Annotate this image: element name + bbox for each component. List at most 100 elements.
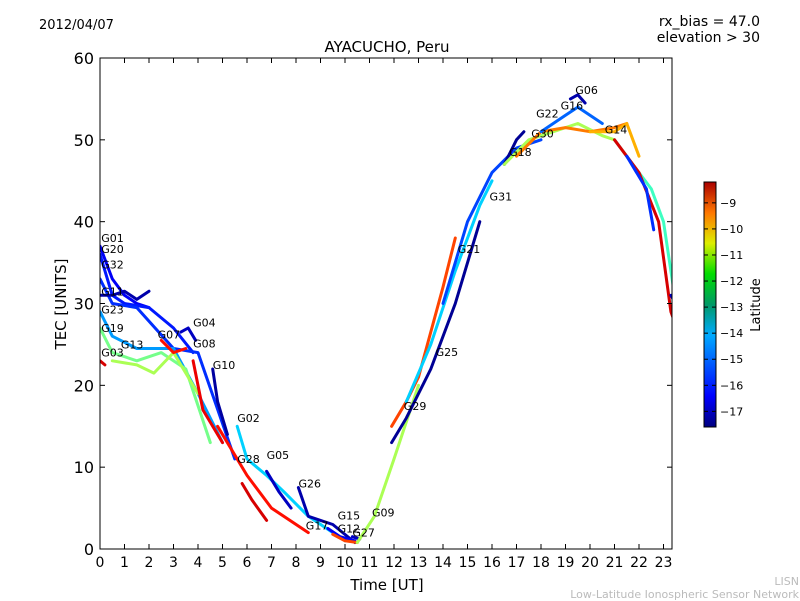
prn-label-g14: G14 [605,123,628,136]
series-line-g20 [100,252,195,355]
date-label: 2012/04/07 [39,18,114,33]
prn-label-g07: G07 [158,329,181,342]
x-tick-label: 2 [145,555,154,571]
y-tick-label: 30 [74,295,94,314]
x-tick-label: 6 [243,555,252,571]
prn-label-g12: G12 [338,523,361,536]
x-tick-label: 3 [169,555,178,571]
x-tick-label: 22 [630,555,648,571]
x-tick-label: 17 [508,555,526,571]
prn-label-g27: G27 [352,527,375,540]
series-line-g17 [216,424,310,535]
prn-label-g06: G06 [575,84,598,97]
x-tick-label: 21 [606,555,624,571]
series-line-g14 [588,122,641,158]
series-line-g08 [191,359,224,445]
series-line-g29 [390,236,457,428]
colorbar-tick-label: −10 [720,223,743,236]
prn-label-g17: G17 [306,519,329,532]
series-line-g21 [404,179,494,404]
series-line-g07 [159,338,188,355]
y-tick-label: 50 [74,131,94,150]
x-tick-label: 7 [267,555,276,571]
prn-label-g01: G01 [101,232,124,245]
x-tick-label: 1 [120,555,129,571]
x-tick-label: 14 [434,555,452,571]
prn-label-g03: G03 [101,347,124,360]
y-tick-label: 20 [74,376,94,395]
series-line-g09 [355,383,420,544]
x-tick-label: 18 [532,555,550,571]
series-line-g35 [669,293,672,301]
series-layer [100,93,672,544]
series-line-g11 [100,289,151,301]
series-line-g06 [568,93,587,105]
series-line-g03 [100,359,107,367]
network-long-label: Low-Latitude Ionospheric Sensor Network [570,588,799,601]
prn-label-g08: G08 [193,338,216,351]
colorbar-tick-label: −12 [720,275,743,288]
series-line-g34 [625,154,656,232]
prn-label-g18: G18 [509,146,532,159]
prn-label-g20: G20 [101,243,124,256]
series-line-g22 [515,122,629,158]
y-tick-label: 0 [84,540,94,559]
x-tick-label: 23 [655,555,673,571]
network-short-label: LISN [774,575,799,588]
prn-label-g10: G10 [213,359,236,372]
colorbar-tick-label: −17 [720,405,743,418]
x-axis-label: Time [UT] [349,576,423,594]
series-line-g13 [110,351,200,395]
series-line-g31 [441,138,543,305]
x-tick-label: 5 [218,555,227,571]
series-line-g12 [331,532,359,544]
prn-label-g05: G05 [267,449,290,462]
prn-label-g09: G09 [372,506,395,519]
series-line-g04 [179,326,198,342]
prn-label-g04: G04 [193,316,216,329]
x-tick-label: 8 [292,555,301,571]
colorbar-tick-label: −9 [720,197,736,210]
rx-bias-label: rx_bias = 47.0 [658,14,760,30]
prn-label-g31: G31 [490,190,513,203]
series-line-g28 [240,482,269,522]
x-tick-label: 9 [316,555,325,571]
prn-label-g28: G28 [237,453,260,466]
prn-label-g19: G19 [101,322,124,335]
series-line-g18 [502,130,526,166]
colorbar-tick-label: −16 [720,379,743,392]
colorbar-tick-label: −13 [720,301,743,314]
series-line-g05 [265,469,293,510]
x-tick-label: 13 [410,555,428,571]
y-axis: 0 10 20 30 40 50 60 [74,49,672,559]
x-tick-label: 10 [336,555,354,571]
series-line-g16 [539,105,604,134]
x-axis: 0 1 2 3 4 5 6 7 8 9 10 11 12 13 14 15 16 17 18 19 20 21 22 23 [96,58,673,571]
y-tick-label: 60 [74,49,94,68]
x-tick-label: 12 [385,555,403,571]
colorbar-tick-label: −14 [720,327,743,340]
colorbar [703,181,717,428]
prn-label-g23: G23 [101,303,124,316]
colorbar-tick-label: −15 [720,353,743,366]
prn-label-g30: G30 [531,127,554,140]
prn-label-g02: G02 [237,412,260,425]
y-tick-label: 40 [74,213,94,232]
colorbar-label: Latitude [749,278,764,332]
prn-label-g13: G13 [121,339,144,352]
prn-label-g16: G16 [561,100,584,113]
colorbar-ticks: −9 −10 −11 −12 −13 −14 −15 −16 −17 [704,197,743,418]
x-tick-label: 11 [361,555,379,571]
prn-label-g25: G25 [436,346,459,359]
prn-label-g22: G22 [536,108,559,121]
prn-label-g15: G15 [338,510,361,523]
x-tick-label: 4 [194,555,203,571]
x-tick-label: 16 [483,555,501,571]
colorbar-tick-label: −11 [720,249,743,262]
y-axis-label: TEC [UNITS] [52,259,70,351]
y-tick-label: 10 [74,458,94,477]
series-line-g26 [296,486,357,544]
